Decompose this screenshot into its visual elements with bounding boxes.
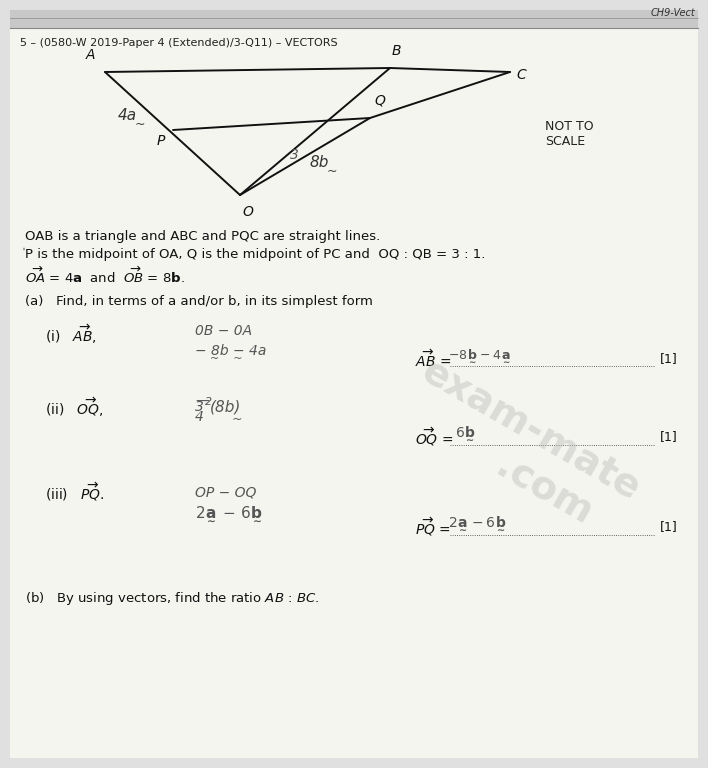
Text: P is the midpoint of OA, Q is the midpoint of PC and  OQ : QB = 3 : 1.: P is the midpoint of OA, Q is the midpoi…: [25, 248, 486, 261]
Text: ~: ~: [327, 165, 338, 178]
Text: OAB is a triangle and ABC and PQC are straight lines.: OAB is a triangle and ABC and PQC are st…: [25, 230, 380, 243]
Text: $6\mathbf{\underset{\sim}{b}}$: $6\mathbf{\underset{\sim}{b}}$: [455, 425, 476, 443]
Text: (ii)   $\overrightarrow{OQ}$,: (ii) $\overrightarrow{OQ}$,: [45, 395, 103, 419]
Text: − 8b − 4a: − 8b − 4a: [195, 344, 266, 358]
Text: 4a: 4a: [118, 108, 137, 123]
Text: $2\mathbf{\underset{\sim}{a}}$ − $6\mathbf{\underset{\sim}{b}}$: $2\mathbf{\underset{\sim}{a}}$ − $6\math…: [195, 505, 263, 523]
Text: [1]: [1]: [660, 430, 678, 443]
Text: B: B: [392, 44, 401, 58]
Text: O: O: [242, 205, 253, 219]
Text: exam-mate
      .com: exam-mate .com: [393, 353, 647, 547]
Text: (8b): (8b): [210, 400, 241, 415]
Text: (b)   By using vectors, find the ratio $AB$ : $BC$.: (b) By using vectors, find the ratio $AB…: [25, 590, 319, 607]
Text: CH9-Vect: CH9-Vect: [650, 8, 695, 18]
Text: 0B − 0A: 0B − 0A: [195, 324, 252, 338]
Text: ~: ~: [135, 118, 146, 131]
Text: $\overrightarrow{OA}$ = 4$\mathbf{a}$  and  $\overrightarrow{OB}$ = 8$\mathbf{b}: $\overrightarrow{OA}$ = 4$\mathbf{a}$ an…: [25, 266, 185, 286]
Text: $\overrightarrow{OQ}$ =: $\overrightarrow{OQ}$ =: [415, 425, 453, 448]
Text: C: C: [516, 68, 526, 82]
Text: 3: 3: [195, 400, 204, 414]
Text: 5 – (0580-W 2019-Paper 4 (Extended)/3-Q11) – VECTORS: 5 – (0580-W 2019-Paper 4 (Extended)/3-Q1…: [20, 38, 338, 48]
Text: NOT TO
SCALE: NOT TO SCALE: [545, 120, 593, 148]
FancyBboxPatch shape: [10, 10, 698, 758]
Text: (i)   $\overrightarrow{AB}$,: (i) $\overrightarrow{AB}$,: [45, 322, 97, 346]
Text: 4: 4: [195, 410, 204, 424]
Text: $2\mathbf{\underset{\sim}{a}} - 6\mathbf{\underset{\sim}{b}}$: $2\mathbf{\underset{\sim}{a}} - 6\mathbf…: [448, 515, 507, 533]
Text: ~: ~: [232, 413, 243, 426]
Text: P: P: [156, 134, 165, 148]
Text: OP − OQ: OP − OQ: [195, 485, 256, 499]
Text: $-8\mathbf{\underset{\sim}{b}} - 4\mathbf{\underset{\sim}{a}}$: $-8\mathbf{\underset{\sim}{b}} - 4\mathb…: [448, 347, 511, 364]
Text: (a)   Find, in terms of a and/or b, in its simplest form: (a) Find, in terms of a and/or b, in its…: [25, 295, 373, 308]
Text: $\overrightarrow{AB}$ =: $\overrightarrow{AB}$ =: [415, 348, 451, 369]
Text: [1]: [1]: [660, 520, 678, 533]
Text: $\overrightarrow{PQ}$ =: $\overrightarrow{PQ}$ =: [415, 515, 451, 538]
Text: 3: 3: [290, 148, 299, 162]
Text: Q: Q: [374, 94, 385, 108]
Text: (iii)   $\overrightarrow{PQ}$.: (iii) $\overrightarrow{PQ}$.: [45, 480, 105, 503]
Text: [1]: [1]: [660, 352, 678, 365]
Text: 8b: 8b: [310, 155, 329, 170]
Text: ~    ~: ~ ~: [210, 354, 243, 364]
Text: A: A: [86, 48, 95, 62]
Bar: [10, 10, 698, 28]
Text: 2: 2: [205, 397, 212, 407]
Text: —: —: [195, 395, 209, 409]
